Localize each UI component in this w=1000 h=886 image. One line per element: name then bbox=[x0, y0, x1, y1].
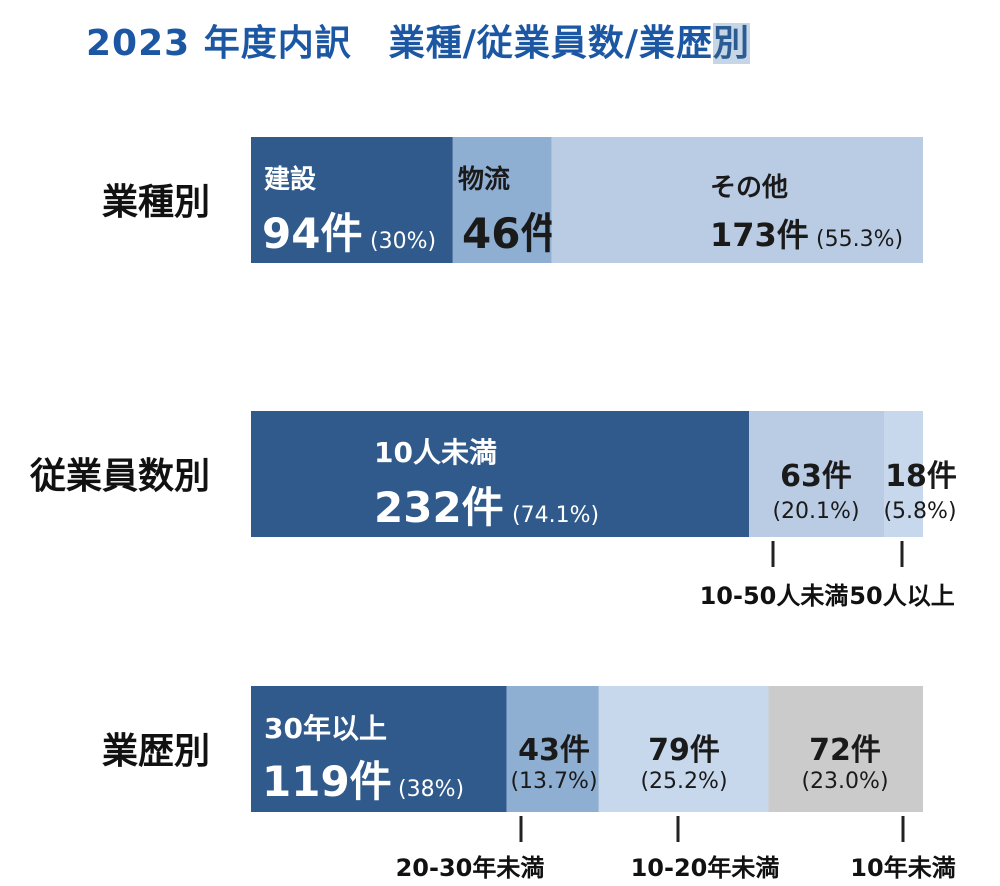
segment-percent-label: (13.7%) bbox=[510, 769, 597, 794]
segment-name-callout: 50人以上 bbox=[849, 582, 954, 610]
segment-percent-label: (38%) bbox=[398, 777, 464, 802]
category-label-2: 業歴別 bbox=[102, 731, 210, 772]
segment-name-label: 物流 bbox=[458, 165, 510, 195]
segment-count-label: 63件 bbox=[780, 459, 852, 494]
segment-percent-label: (5.8%) bbox=[883, 499, 956, 524]
chart-title: 2023 年度内訳 業種/従業員数/業歴別 bbox=[86, 14, 751, 66]
segment-name-callout: 20-30年未満 bbox=[396, 854, 545, 882]
segment-percent-label: (30%) bbox=[370, 229, 436, 254]
segment-percent-label: (25.2%) bbox=[640, 769, 727, 794]
bar-segment bbox=[506, 686, 599, 812]
segment-count-label: 18件 bbox=[885, 459, 957, 494]
segment-count-label: 232件 bbox=[374, 483, 504, 532]
chart-title-main: 2023 年度内訳 業種/従業員数/業歴 bbox=[86, 23, 714, 64]
segment-count-label: 46件 bbox=[462, 209, 562, 258]
segment-percent-label: (20.1%) bbox=[772, 499, 859, 524]
bar-segment bbox=[452, 137, 552, 263]
segment-name-label: 30年以上 bbox=[264, 712, 387, 745]
bar-segment bbox=[251, 686, 507, 812]
segment-count-label: 43件 bbox=[518, 733, 590, 768]
bar-segment bbox=[768, 686, 923, 812]
bar-segment bbox=[884, 411, 923, 537]
segment-name-label: 建設 bbox=[264, 164, 317, 195]
segment-percent-label: (55.3%) bbox=[816, 227, 903, 252]
segment-count-label: 119件 bbox=[262, 757, 392, 806]
segment-name-label: その他 bbox=[710, 173, 788, 203]
segment-name-callout: 10-20年未満 bbox=[631, 854, 780, 882]
segment-percent-label: (23.0%) bbox=[801, 769, 888, 794]
bar-segment bbox=[749, 411, 885, 537]
segment-percent-label: (74.1%) bbox=[512, 503, 599, 528]
segment-name-label: 10人未満 bbox=[374, 436, 497, 469]
category-label-0: 業種別 bbox=[102, 182, 210, 223]
segment-count-label: 94件 bbox=[262, 209, 362, 258]
category-label-1: 従業員数別 bbox=[29, 456, 210, 497]
bar-segment bbox=[598, 686, 769, 812]
bar-segment bbox=[251, 411, 750, 537]
segment-name-callout: 10年未満 bbox=[850, 854, 955, 882]
chart-title-last-char: 別 bbox=[713, 23, 751, 64]
segment-count-label: 72件 bbox=[809, 733, 881, 768]
segment-name-callout: 10-50人未満 bbox=[700, 582, 849, 610]
segment-count-label: 173件 bbox=[710, 216, 809, 254]
bar-segment bbox=[251, 137, 453, 263]
bar-segment bbox=[551, 137, 923, 263]
segment-count-label: 79件 bbox=[648, 733, 720, 768]
